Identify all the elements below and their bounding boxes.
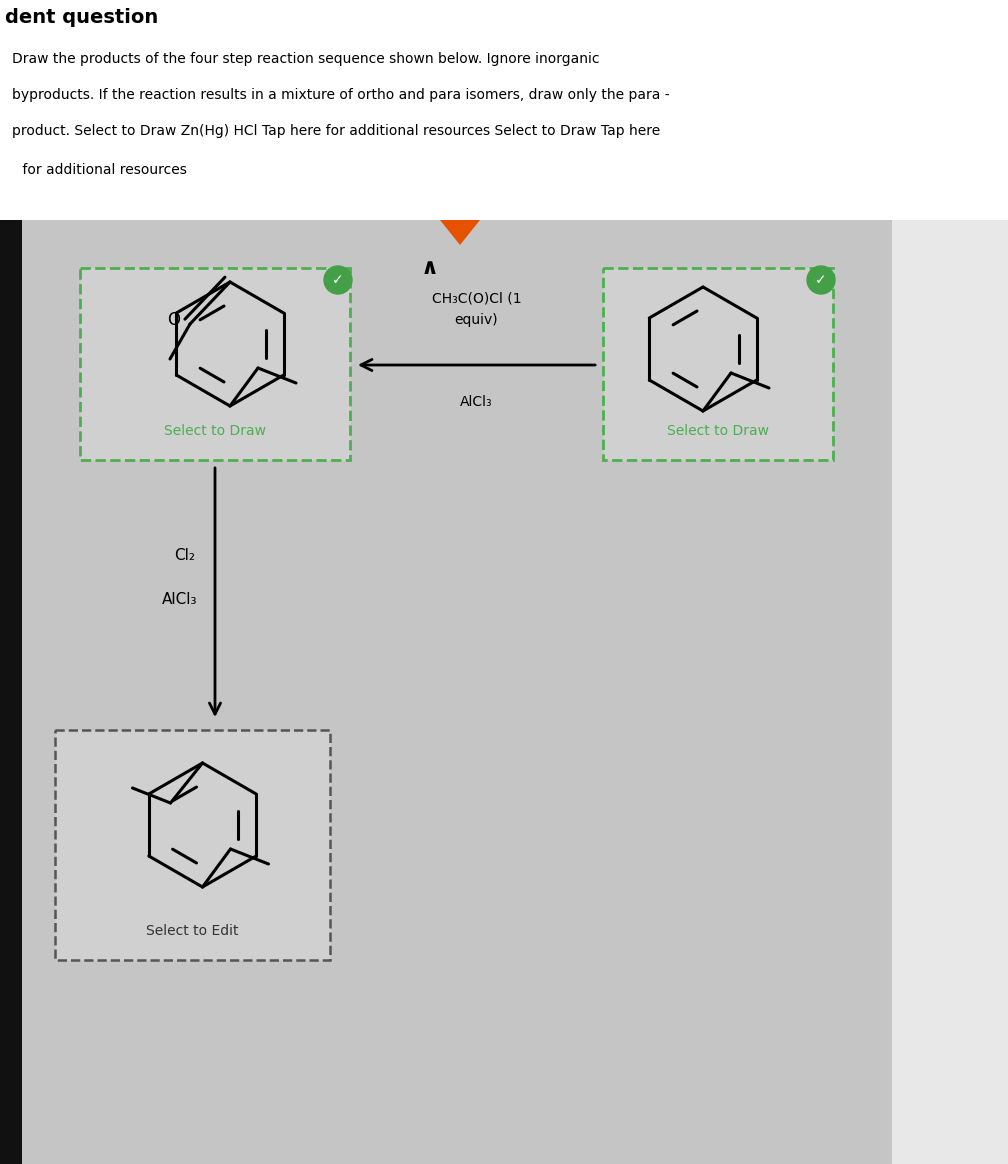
Text: Select to Draw: Select to Draw — [164, 424, 266, 438]
Bar — [892, 220, 1008, 1164]
Text: Cl₂: Cl₂ — [174, 547, 196, 562]
Text: AlCl₃: AlCl₃ — [461, 395, 493, 409]
Bar — [0, 0, 1008, 215]
Text: CH₃C(O)Cl (1: CH₃C(O)Cl (1 — [431, 291, 521, 305]
Text: Select to Edit: Select to Edit — [146, 924, 239, 938]
Text: for additional resources: for additional resources — [18, 163, 186, 177]
Bar — [22, 220, 892, 1164]
Text: O: O — [167, 311, 180, 329]
Bar — [603, 268, 833, 460]
Polygon shape — [440, 220, 480, 244]
Text: byproducts. If the reaction results in a mixture of ortho and para isomers, draw: byproducts. If the reaction results in a… — [12, 88, 669, 102]
Bar — [0, 220, 22, 1164]
Text: ∧: ∧ — [421, 258, 439, 278]
Bar — [55, 730, 330, 960]
Text: Select to Draw: Select to Draw — [667, 424, 769, 438]
Text: dent question: dent question — [5, 8, 158, 27]
Text: ✓: ✓ — [333, 274, 344, 288]
Circle shape — [807, 267, 835, 294]
Bar — [80, 268, 350, 460]
Text: product. Select to Draw Zn(Hg) HCl Tap here for additional resources Select to D: product. Select to Draw Zn(Hg) HCl Tap h… — [12, 125, 660, 139]
Circle shape — [324, 267, 352, 294]
Text: equiv): equiv) — [455, 313, 498, 327]
Text: ✓: ✓ — [815, 274, 827, 288]
Text: Draw the products of the four step reaction sequence shown below. Ignore inorgan: Draw the products of the four step react… — [12, 52, 600, 66]
Text: AlCl₃: AlCl₃ — [162, 592, 198, 608]
